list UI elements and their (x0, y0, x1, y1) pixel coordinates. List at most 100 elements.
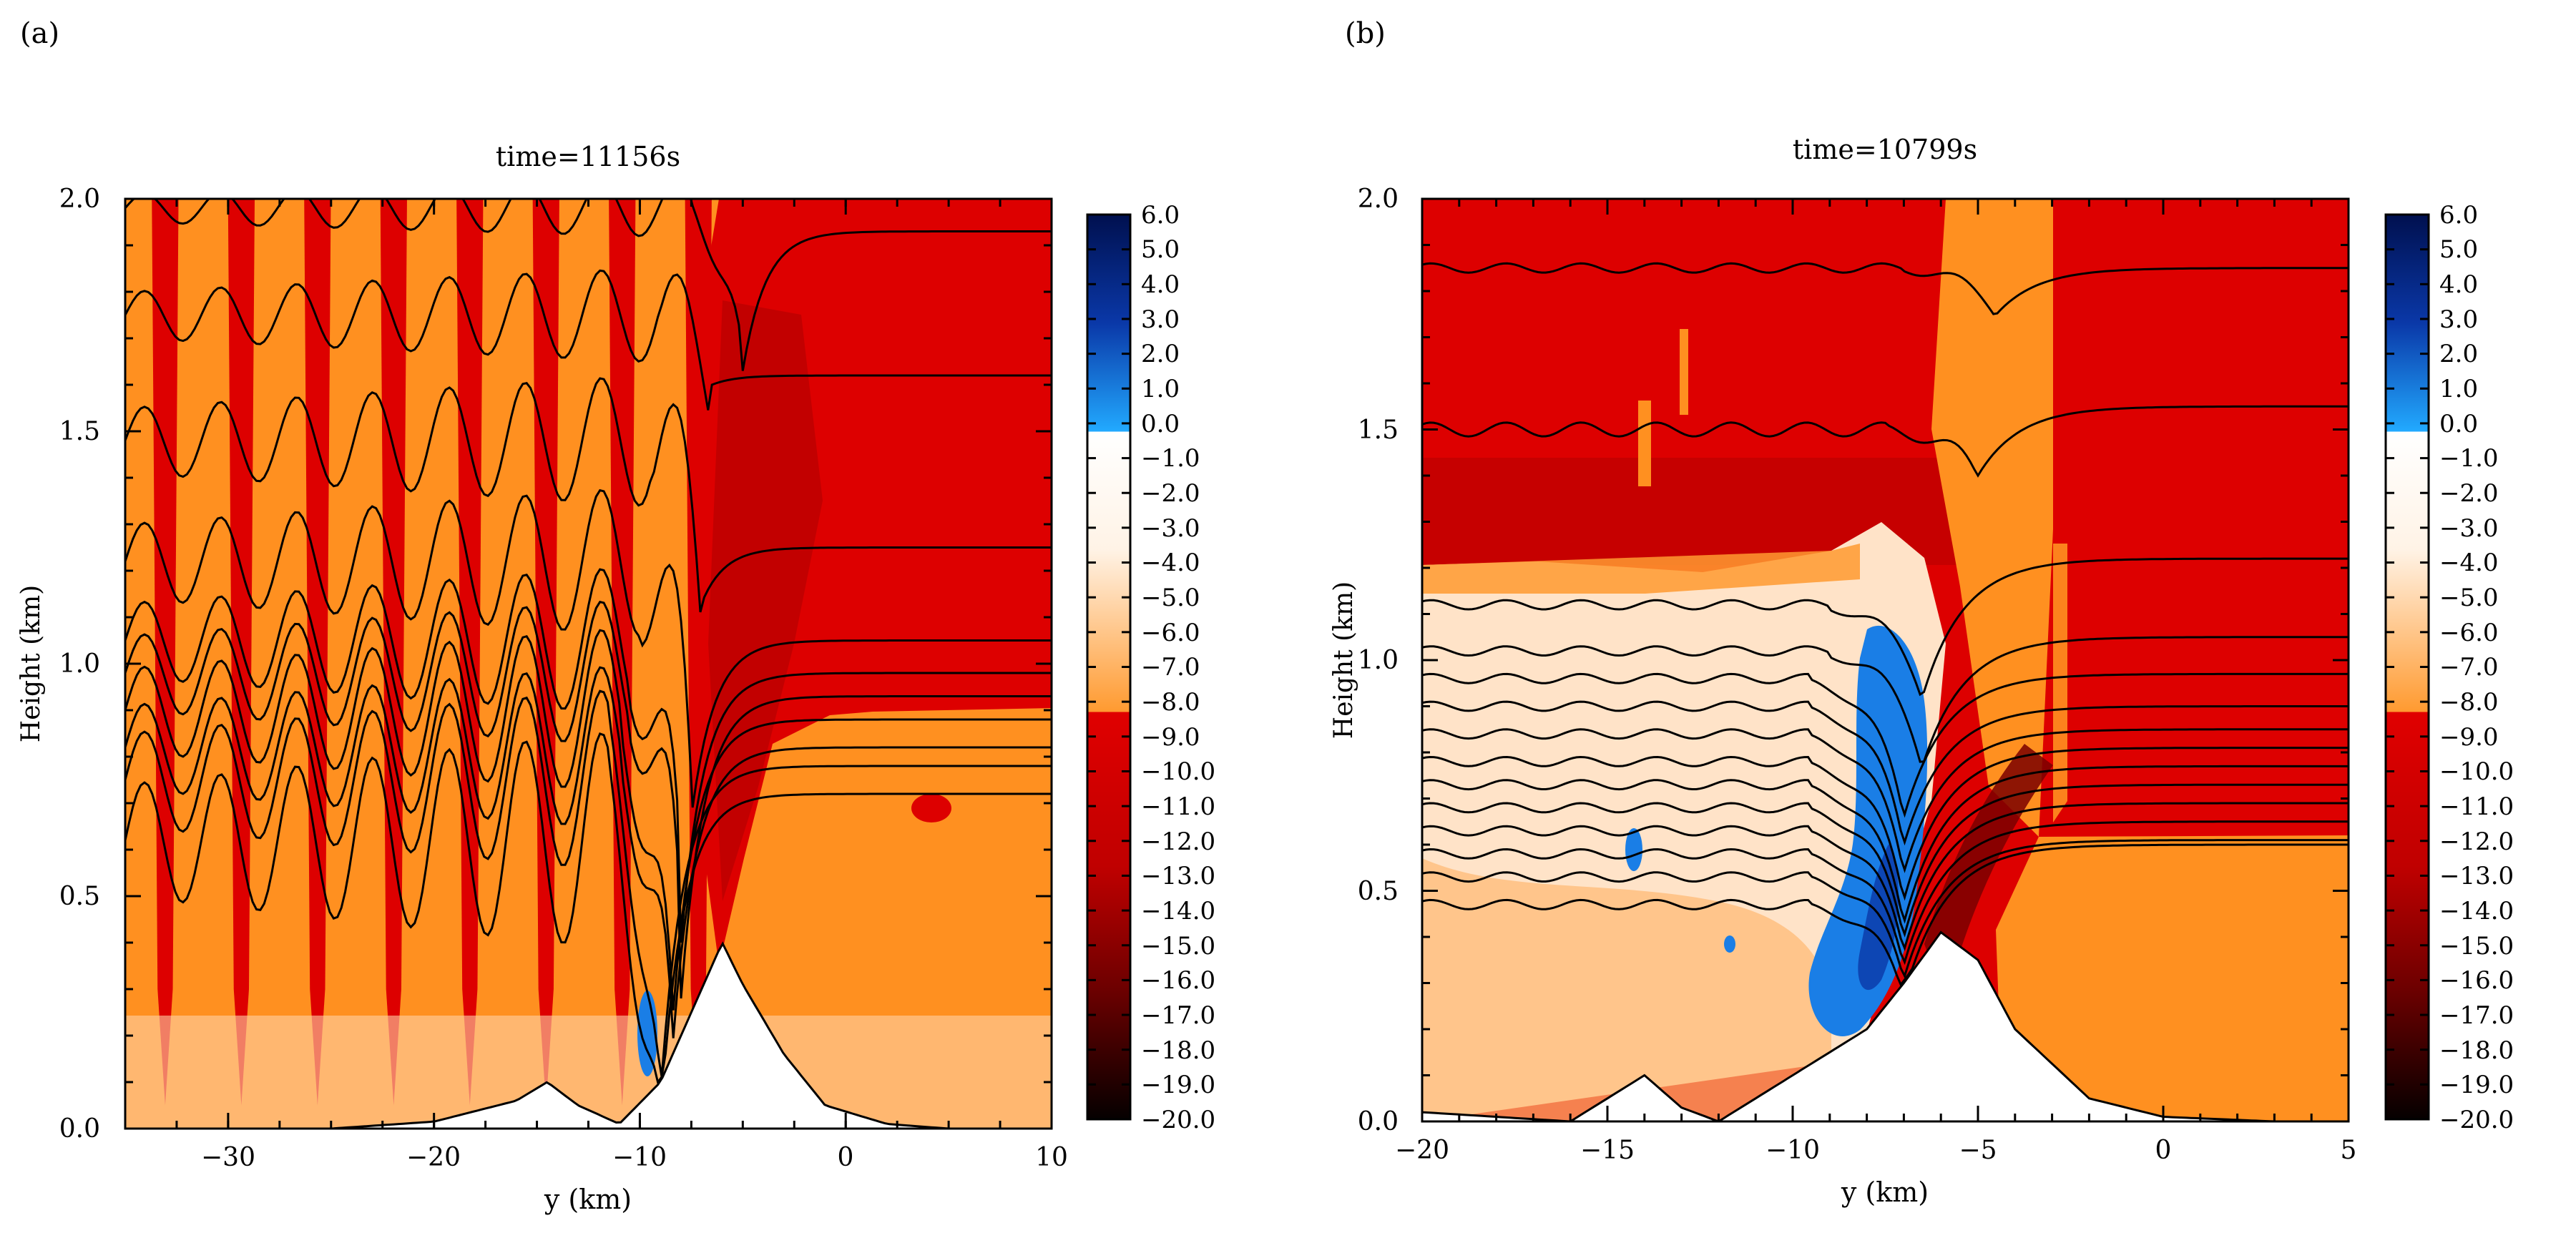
panel-a-cb-label-12: −6.0 (1141, 619, 1200, 647)
panel-b-ytick-4: 2.0 (1358, 185, 1399, 214)
panel-a-cb-label-7: −1.0 (1141, 444, 1200, 473)
panel-b-contour-line (1422, 839, 2349, 979)
panel-a-xtick-4: 10 (1035, 1143, 1068, 1172)
panel-b-ytick-2: 1.0 (1358, 646, 1399, 675)
panel-b-contour-line (1422, 700, 2349, 846)
panel-a-label: (a) (20, 17, 59, 50)
panel-b-cb-label-9: −3.0 (2439, 514, 2499, 543)
panel-a-xlabel: y (km) (544, 1184, 632, 1215)
panel-b-contour-line (1422, 802, 2349, 952)
panel-b-orange-streak-2 (1680, 329, 1688, 415)
panel-b-field (1422, 199, 2349, 1121)
panel-b-orange-plume-right (2053, 544, 2067, 822)
panel-b-cb-label-26: −20.0 (2439, 1106, 2514, 1134)
panel-a-xtick-0: −30 (201, 1143, 255, 1172)
panel-b-xlabel: y (km) (1841, 1176, 1929, 1208)
panel-a-cb-label-0: 6.0 (1141, 201, 1180, 230)
panel-b-cb-label-17: −11.0 (2439, 792, 2514, 821)
panel-a-field (125, 199, 1052, 1129)
panel-b-cb-label-8: −2.0 (2439, 479, 2499, 508)
panel-b-cb-label-18: −12.0 (2439, 827, 2514, 856)
panel-b-orange-streak (1638, 401, 1651, 486)
panel-a-cb-label-10: −4.0 (1141, 549, 1200, 577)
panel-a-cb-label-20: −14.0 (1141, 897, 1215, 925)
panel-b-cb-label-0: 6.0 (2439, 201, 2478, 230)
panel-a-cb-label-26: −20.0 (1141, 1106, 1215, 1134)
panel-b-contour-line (1422, 262, 2349, 315)
panel-a-contour-line (125, 666, 1052, 1038)
panel-b-cb-label-19: −13.0 (2439, 862, 2514, 890)
panel-b-xtick-0: −20 (1395, 1136, 1449, 1165)
panel-b-colorbar-labels: 6.0 5.0 4.0 3.0 2.0 1.0 0.0 −1.0 −2.0 −3… (2439, 201, 2514, 1134)
panel-a-contour-line (125, 377, 1052, 613)
panel-b-xtick-3: −5 (1959, 1136, 1997, 1165)
panel-b-cb-label-20: −14.0 (2439, 897, 2514, 925)
panel-b-cb-label-21: −15.0 (2439, 932, 2514, 961)
panel-a-contours (125, 199, 1052, 1085)
panel-b-cb-label-2: 4.0 (2439, 270, 2478, 299)
panel-b-cb-label-16: −10.0 (2439, 757, 2514, 786)
panel-b-title: time=10799s (1793, 134, 1977, 165)
panel-b-ylabel: Height (km) (1329, 581, 1358, 739)
panel-a-ytick-4: 2.0 (59, 185, 100, 214)
panel-a-cb-label-24: −18.0 (1141, 1036, 1215, 1065)
panel-b-dark-shear (1924, 744, 2053, 1001)
panel-a-cb-label-3: 3.0 (1141, 305, 1180, 334)
panel-b-cb-label-23: −17.0 (2439, 1001, 2514, 1030)
panel-a-cb-label-5: 1.0 (1141, 375, 1180, 403)
panel-a-cb-label-22: −16.0 (1141, 966, 1215, 995)
panel-b-lower-right-orange (1996, 835, 2349, 1121)
panel-a-ytick-0: 0.0 (59, 1114, 100, 1144)
panel-b-cb-label-4: 2.0 (2439, 340, 2478, 368)
panel-a-cb-label-6: 0.0 (1141, 410, 1180, 438)
panel-a-contour-line (125, 689, 1052, 1077)
panel-b-contour-line (1422, 636, 2349, 763)
panel-a-ticks (124, 197, 1053, 1130)
panel-b-contour-line (1422, 557, 2349, 697)
panel-b-contour-line (1422, 783, 2349, 938)
panel-b-contour-line (1422, 405, 2349, 478)
panel-b-blue-patch-main (1808, 625, 1928, 1036)
panel-a-ylabel: Height (km) (16, 585, 46, 742)
panel-b-ytick-3: 1.5 (1358, 416, 1399, 445)
panel-b-cb-label-12: −6.0 (2439, 619, 2499, 647)
panel-a-small-red (911, 794, 951, 822)
panel-b-cb-label-22: −16.0 (2439, 966, 2514, 995)
panel-b-contour-line (1422, 820, 2349, 966)
panel-a-cb-label-19: −13.0 (1141, 862, 1215, 890)
panel-b-orange-top-band (1422, 544, 1860, 594)
panel-a-cb-label-18: −12.0 (1141, 827, 1215, 856)
panel-b-ytick-1: 0.5 (1358, 877, 1399, 906)
panel-b-orange-plume (1931, 199, 2053, 837)
panel-a-cb-label-4: 2.0 (1141, 340, 1180, 368)
panel-b-cb-label-11: −5.0 (2439, 584, 2499, 612)
panel-a-colorbar-ticks (1087, 213, 1130, 1121)
panel-b-contour-line (1422, 747, 2349, 901)
panel-b-cb-label-14: −8.0 (2439, 688, 2499, 717)
panel-b-contour-line (1422, 672, 2349, 818)
panel-b-ticks (1421, 197, 2350, 1123)
panel-a-contour-line (125, 629, 1052, 1011)
panel-b-cb-label-7: −1.0 (2439, 444, 2499, 473)
panel-a-ytick-3: 1.5 (59, 417, 100, 446)
panel-a-cb-label-13: −7.0 (1141, 653, 1200, 682)
panel-a: (a) time=11156s −30 −20 −10 0 10 0.0 0.5… (16, 17, 1215, 1215)
panel-b-contour-line (1422, 765, 2349, 924)
panel-b-light-orange-bands (1422, 858, 1831, 1121)
panel-b-cb-label-24: −18.0 (2439, 1036, 2514, 1065)
panel-a-title: time=11156s (496, 141, 680, 172)
panel-a-terrain (125, 941, 1052, 1129)
panel-b-cb-label-13: −7.0 (2439, 653, 2499, 682)
panel-b-label: (b) (1345, 17, 1386, 50)
panel-a-cb-label-8: −2.0 (1141, 479, 1200, 508)
panel-a-contour-line (125, 600, 1052, 999)
panel-a-cb-label-2: 4.0 (1141, 270, 1180, 299)
panel-b-cb-label-3: 3.0 (2439, 305, 2478, 334)
panel-a-ytick-1: 0.5 (59, 882, 100, 911)
panel-b-blue-patch-small (1724, 935, 1735, 953)
panel-a-xtick-1: −20 (406, 1143, 461, 1172)
panel-a-xtick-2: −10 (612, 1143, 667, 1172)
panel-b-contour-line (1422, 728, 2349, 873)
panel-b-colorbar-ticks (2386, 213, 2429, 1121)
panel-b: (b) time=10799s (1329, 17, 2514, 1208)
